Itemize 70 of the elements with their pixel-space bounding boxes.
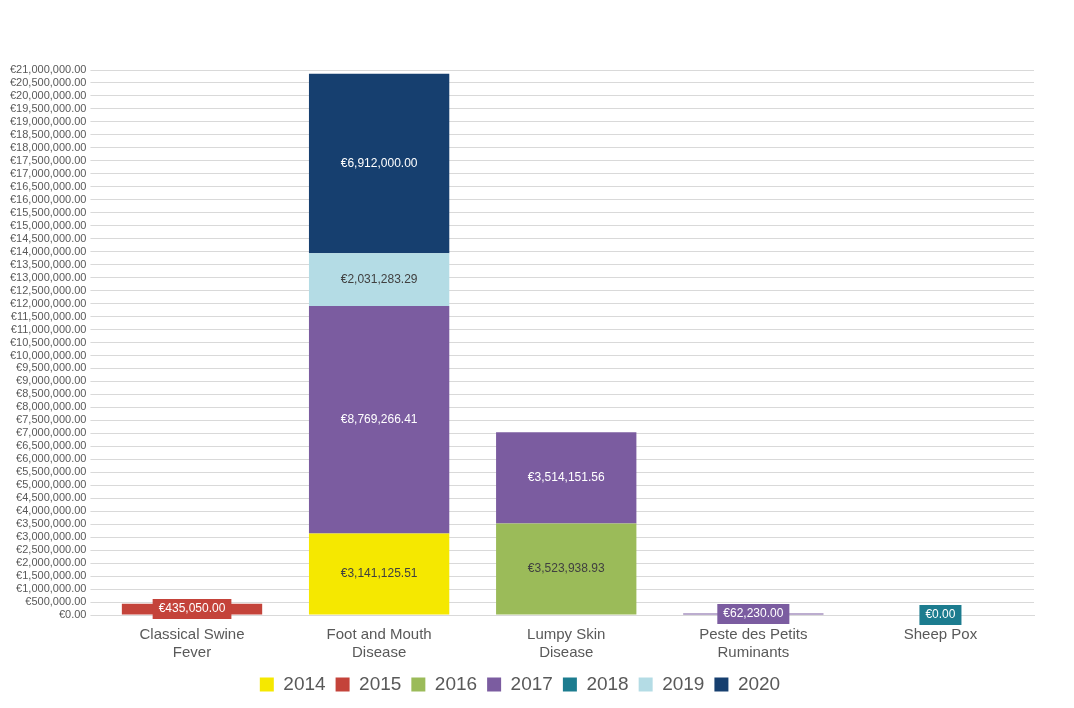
y-tick-label: €20,000,000.00 <box>9 88 87 101</box>
y-tick-label: €10,500,000.00 <box>9 335 87 348</box>
data-label: €0.00 <box>925 607 956 622</box>
legend-label: 2018 <box>586 672 629 694</box>
y-tick-label: €500,000.00 <box>25 595 87 608</box>
y-tick-label: €3,000,000.00 <box>16 530 87 543</box>
y-tick-label: €2,500,000.00 <box>16 543 87 556</box>
x-tick-label: Sheep Pox <box>903 625 978 643</box>
bar <box>496 432 637 524</box>
bar <box>308 73 450 254</box>
legend-label: 2019 <box>662 672 705 694</box>
y-tick-label: €7,500,000.00 <box>16 413 87 426</box>
y-tick-label: €1,500,000.00 <box>16 569 87 582</box>
y-tick-label: €3,500,000.00 <box>16 517 87 530</box>
y-tick-label: €16,000,000.00 <box>9 192 87 205</box>
legend-label: 2020 <box>737 672 781 694</box>
y-tick-label: €16,500,000.00 <box>9 179 87 192</box>
legend-label: 2015 <box>359 672 402 694</box>
x-tick-label: Peste des Petits Ruminants <box>699 625 808 661</box>
y-tick-label: €12,000,000.00 <box>9 296 87 309</box>
y-tick-label: €11,500,000.00 <box>10 309 87 322</box>
bar <box>308 253 450 306</box>
y-tick-label: €19,000,000.00 <box>9 114 87 127</box>
y-tick-label: €17,500,000.00 <box>9 153 87 166</box>
x-tick-label: Foot and Mouth Disease <box>326 625 432 661</box>
data-label: €8,769,266.41 <box>340 412 418 426</box>
legend-label: 2014 <box>283 672 327 694</box>
y-tick-label: €13,500,000.00 <box>9 257 87 270</box>
y-tick-label: €5,500,000.00 <box>16 465 87 478</box>
y-tick-label: €18,000,000.00 <box>9 140 87 153</box>
x-tick-label: Lumpy Skin Disease <box>527 625 606 661</box>
data-label: €62,230.00 <box>723 606 784 621</box>
y-tick-label: €6,500,000.00 <box>16 439 87 452</box>
data-label: €6,912,000.00 <box>340 155 418 170</box>
y-tick-label: €13,000,000.00 <box>9 270 87 283</box>
y-tick-label: €6,000,000.00 <box>16 452 87 465</box>
y-tick-label: €18,500,000.00 <box>9 127 87 140</box>
y-tick-label: €9,500,000.00 <box>16 361 87 374</box>
data-label: €3,141,125.51 <box>340 566 418 581</box>
data-label: €3,514,151.56 <box>527 470 605 485</box>
y-tick-label: €7,000,000.00 <box>16 426 87 439</box>
y-tick-label: €4,500,000.00 <box>16 491 87 504</box>
data-label: €2,031,283.29 <box>340 271 418 286</box>
y-tick-label: €17,000,000.00 <box>9 166 87 179</box>
y-tick-label: €19,500,000.00 <box>9 101 87 114</box>
y-tick-label: €14,000,000.00 <box>9 244 87 257</box>
data-label: €3,523,938.93 <box>527 561 605 576</box>
x-tick-label: Classical Swine Fever <box>139 625 245 661</box>
bar <box>496 523 637 615</box>
y-tick-label: €12,500,000.00 <box>9 283 87 296</box>
y-tick-label: €1,000,000.00 <box>16 582 87 595</box>
y-tick-label: €21,000,000.00 <box>9 63 87 76</box>
legend-label: 2017 <box>510 672 553 694</box>
y-tick-label: €10,000,000.00 <box>9 348 87 361</box>
y-tick-label: €15,000,000.00 <box>9 218 87 231</box>
y-tick-label: €5,000,000.00 <box>16 478 87 491</box>
y-tick-label: €0.00 <box>58 608 87 621</box>
y-tick-label: €2,000,000.00 <box>16 556 87 569</box>
y-tick-label: €15,500,000.00 <box>9 205 87 218</box>
y-tick-label: €4,000,000.00 <box>16 504 87 517</box>
y-tick-label: €8,000,000.00 <box>16 400 87 413</box>
bar <box>308 305 450 534</box>
y-tick-label: €11,000,000.00 <box>10 322 87 335</box>
y-tick-label: €8,500,000.00 <box>16 387 87 400</box>
data-label: €435,050.00 <box>158 601 226 616</box>
legend-label: 2016 <box>434 672 478 694</box>
bar <box>308 533 450 615</box>
y-tick-label: €14,500,000.00 <box>9 231 87 244</box>
y-tick-label: €20,500,000.00 <box>9 76 87 89</box>
y-tick-label: €9,000,000.00 <box>16 374 87 387</box>
